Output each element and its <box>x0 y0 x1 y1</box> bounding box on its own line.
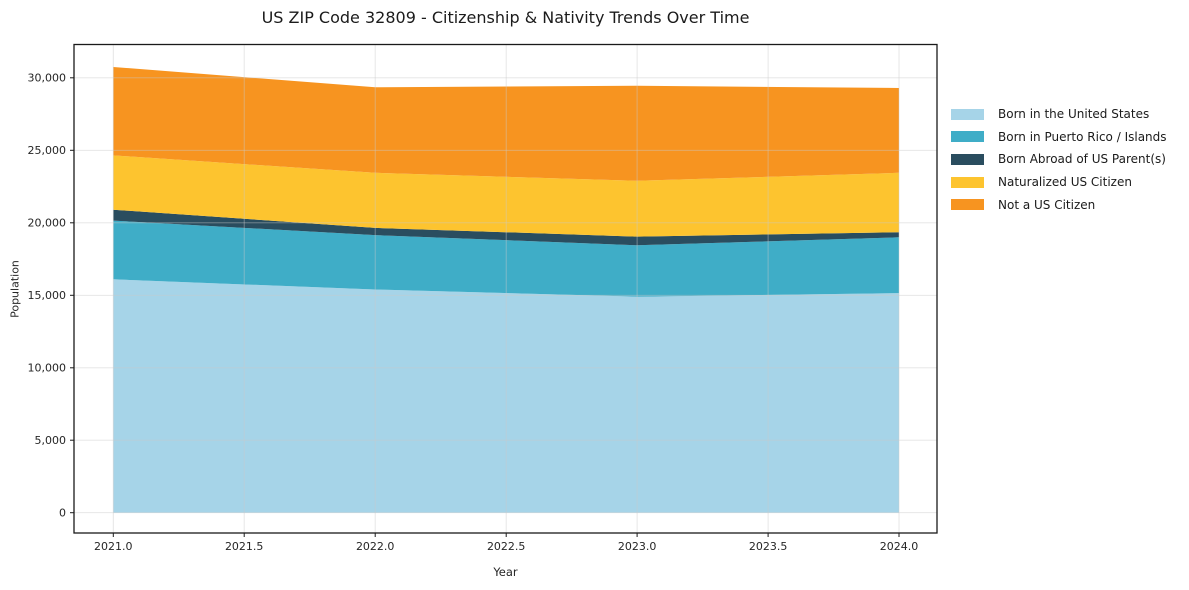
area-born-abroad-of-us-parent-s <box>113 209 900 246</box>
legend: Born in the United States Born in Puerto… <box>951 103 1167 216</box>
x-tick-label: 2024.0 <box>880 540 919 553</box>
x-tick-label: 2021.0 <box>94 540 133 553</box>
x-tick-label: 2023.0 <box>618 540 657 553</box>
x-tick-label: 2023.5 <box>749 540 788 553</box>
legend-item: Naturalized US Citizen <box>951 171 1167 194</box>
legend-swatch <box>951 199 984 211</box>
legend-item: Not a US Citizen <box>951 193 1167 216</box>
legend-swatch <box>951 131 984 143</box>
legend-item: Born in Puerto Rico / Islands <box>951 126 1167 149</box>
y-tick-label: 25,000 <box>28 144 67 157</box>
plot-border <box>73 43 938 534</box>
y-axis-label: Population <box>8 260 22 318</box>
legend-label: Born in the United States <box>998 107 1150 122</box>
legend-item: Born in the United States <box>951 103 1167 126</box>
legend-swatch <box>951 176 984 188</box>
x-tick-label: 2021.5 <box>225 540 264 553</box>
y-tick-label: 0 <box>59 507 66 520</box>
x-axis-label: Year <box>493 565 518 579</box>
legend-swatch <box>951 108 984 120</box>
legend-item: Born Abroad of US Parent(s) <box>951 148 1167 171</box>
y-tick-label: 10,000 <box>28 362 67 375</box>
y-tick-label: 5,000 <box>35 434 67 447</box>
y-tick-label: 20,000 <box>28 217 67 230</box>
legend-label: Not a US Citizen <box>998 197 1096 212</box>
y-tick-label: 30,000 <box>28 72 67 85</box>
legend-label: Born Abroad of US Parent(s) <box>998 152 1166 167</box>
legend-swatch <box>951 153 984 165</box>
y-tick-label: 15,000 <box>28 289 67 302</box>
legend-label: Born in Puerto Rico / Islands <box>998 129 1167 144</box>
legend-label: Naturalized US Citizen <box>998 175 1132 190</box>
x-tick-label: 2022.0 <box>356 540 395 553</box>
chart-title: US ZIP Code 32809 - Citizenship & Nativi… <box>261 8 750 27</box>
x-tick-label: 2022.5 <box>487 540 526 553</box>
